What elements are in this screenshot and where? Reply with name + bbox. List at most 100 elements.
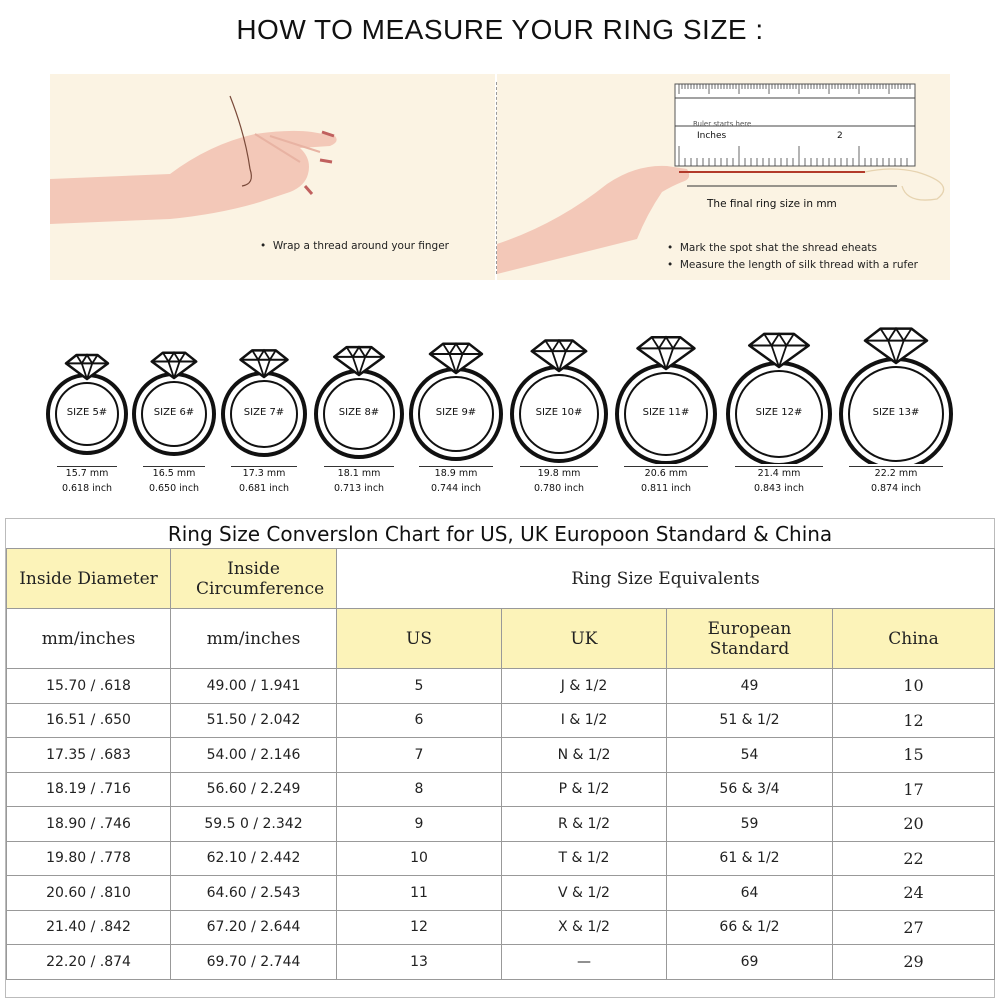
table-row: 15.70 / .618 49.00 / 1.941 5 J & 1/2 49 10 — [6, 668, 996, 704]
circumference-cell: 64.60 / 2.543 — [170, 875, 337, 911]
china-size-cell: 12 — [831, 702, 996, 738]
ring-mm: 15.7 mm — [65, 468, 109, 479]
panel-divider — [496, 82, 497, 274]
table-row: 16.51 / .650 51.50 / 2.042 6 I & 1/2 51 & 1/… — [6, 702, 996, 738]
ring-size-9: SIZE 9# — [405, 314, 507, 464]
right-instruction-2-text: Measure the length of silk thread with a… — [679, 259, 918, 271]
ring-mm: 22.2 mm — [874, 468, 918, 479]
circumference-cell: 56.60 / 2.249 — [170, 771, 337, 807]
ring-icon — [510, 338, 608, 463]
final-size-label: The final ring size in mm — [707, 198, 837, 210]
diameter-cell: 16.51 / .650 — [6, 702, 171, 738]
right-instruction-1-text: Mark the spot shat the shread eheats — [679, 242, 877, 254]
eu-size-cell: 64 — [666, 875, 833, 911]
ring-icon — [839, 326, 953, 471]
left-instruction: • Wrap a thread around your finger — [260, 240, 449, 252]
eu-size-cell: 69 — [666, 944, 833, 980]
ring-size-11: SIZE 11# — [611, 314, 721, 465]
circumference-unit-header: mm/inches — [170, 608, 337, 669]
ring-icon — [221, 348, 307, 457]
ring-inch: 0.811 inch — [640, 483, 692, 494]
ring-inch: 0.780 inch — [533, 483, 585, 494]
ring-mm: 19.8 mm — [537, 468, 581, 479]
ring-mm: 17.3 mm — [242, 468, 286, 479]
ring-size-label: SIZE 7# — [243, 407, 285, 418]
china-size-cell: 22 — [831, 840, 996, 876]
table-row: 21.40 / .842 67.20 / 2.644 12 X & 1/2 66 & 1… — [6, 909, 996, 945]
ring-size-8: SIZE 8# — [310, 314, 408, 464]
diameter-cell: 15.70 / .618 — [6, 668, 171, 704]
ring-inch: 0.618 inch — [61, 483, 113, 494]
chart-title: Ring Size Converslon Chart for US, UK Eu… — [167, 522, 833, 546]
ring-measurement: 15.7 mm 0.618 inch — [37, 466, 137, 498]
ring-inch: 0.650 inch — [148, 483, 200, 494]
diameter-cell: 17.35 / .683 — [6, 737, 171, 773]
ring-size-label: SIZE 12# — [755, 407, 803, 418]
us-size-cell: 10 — [336, 840, 502, 876]
european-header: European Standard — [666, 608, 833, 669]
diameter-unit-header: mm/inches — [6, 608, 171, 669]
ring-icon — [314, 345, 404, 459]
measure-bar — [143, 466, 205, 467]
header-row: Inside Diameter Inside Circumference Rin… — [6, 548, 996, 609]
uk-size-cell: N & 1/2 — [501, 737, 667, 773]
china-header: China — [831, 608, 996, 669]
ring-measurement: 22.2 mm 0.874 inch — [846, 466, 946, 498]
left-instruction-text: Wrap a thread around your finger — [272, 240, 449, 252]
ring-size-10: SIZE 10# — [506, 314, 612, 464]
table-row: 22.20 / .874 69.70 / 2.744 13—69 29 — [6, 944, 996, 980]
page-title: HOW TO MEASURE YOUR RING SIZE : — [236, 14, 764, 45]
circumference-cell: 54.00 / 2.146 — [170, 737, 337, 773]
ring-size-label: SIZE 6# — [153, 407, 195, 418]
measure-bar — [57, 466, 117, 467]
eu-size-cell: 56 & 3/4 — [666, 771, 833, 807]
thread-wrap-illustration: • Wrap a thread around your finger — [50, 74, 495, 280]
uk-size-cell: X & 1/2 — [501, 909, 667, 945]
table-row: 18.90 / .746 59.5 0 / 2.342 9 R & 1/2 59 20 — [6, 806, 996, 842]
ring-size-13: SIZE 13# — [835, 314, 957, 471]
ring-mm: 16.5 mm — [152, 468, 196, 479]
table-row: 19.80 / .778 62.10 / 2.442 10 T & 1/2 61 & 1… — [6, 840, 996, 876]
ring-inch: 0.874 inch — [870, 483, 922, 494]
us-size-cell: 8 — [336, 771, 502, 807]
ring-mm: 21.4 mm — [757, 468, 801, 479]
measure-bar — [324, 466, 394, 467]
inside-circumference-header: Inside Circumference — [170, 548, 337, 609]
ring-inch: 0.713 inch — [333, 483, 385, 494]
eu-size-cell: 54 — [666, 737, 833, 773]
china-size-cell: 27 — [831, 909, 996, 945]
ring-measurement: 18.1 mm 0.713 inch — [309, 466, 409, 498]
ring-measurement: 21.4 mm 0.843 inch — [729, 466, 829, 498]
ring-icon — [615, 335, 717, 465]
ring-size-row: SIZE 5# 15.7 mm 0.618 inch SIZE 6# 16.5 mm 0.… — [0, 314, 1000, 514]
measure-bar — [735, 466, 823, 467]
ring-icon — [726, 332, 832, 467]
uk-size-cell: R & 1/2 — [501, 806, 667, 842]
subheader-row: mm/inches mm/inches US UK European Stand… — [6, 608, 996, 669]
uk-size-cell: V & 1/2 — [501, 875, 667, 911]
diameter-cell: 18.90 / .746 — [6, 806, 171, 842]
uk-size-cell: — — [501, 944, 667, 980]
ring-size-label: SIZE 9# — [435, 407, 477, 418]
right-instruction-1: • Mark the spot shat the shread eheats — [667, 242, 877, 254]
ring-size-label: SIZE 13# — [872, 407, 920, 418]
ruler-illustration: Ruler starts here Inches 2 The final rin… — [497, 74, 950, 280]
ring-icon — [46, 353, 128, 455]
uk-size-cell: I & 1/2 — [501, 702, 667, 738]
ring-size-6: SIZE 6# — [128, 314, 220, 464]
china-size-cell: 15 — [831, 737, 996, 773]
ring-inch: 0.843 inch — [753, 483, 805, 494]
ring-measurement: 20.6 mm 0.811 inch — [616, 466, 716, 498]
ring-inch: 0.744 inch — [430, 483, 482, 494]
ring-mm: 18.1 mm — [337, 468, 381, 479]
measure-bar — [624, 466, 708, 467]
table-row: 17.35 / .683 54.00 / 2.146 7 N & 1/2 54 15 — [6, 737, 996, 773]
ring-size-7: SIZE 7# — [217, 314, 311, 464]
us-size-cell: 5 — [336, 668, 502, 704]
china-size-cell: 20 — [831, 806, 996, 842]
china-size-cell: 29 — [831, 944, 996, 980]
ring-measurement: 19.8 mm 0.780 inch — [509, 466, 609, 498]
us-size-cell: 6 — [336, 702, 502, 738]
diameter-cell: 19.80 / .778 — [6, 840, 171, 876]
us-size-cell: 11 — [336, 875, 502, 911]
